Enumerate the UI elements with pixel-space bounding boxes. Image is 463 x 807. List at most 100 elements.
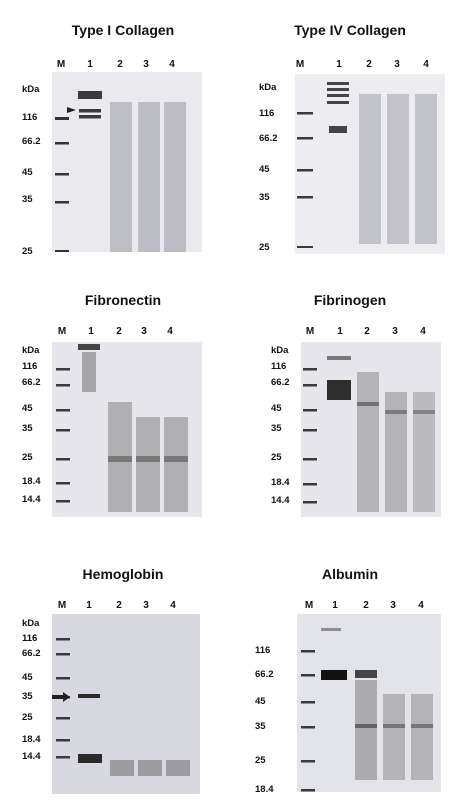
marker-label-18-4: 18.4 [271, 477, 290, 488]
marker-label-66-2: 66.2 [22, 648, 41, 659]
lane-label-1: 1 [88, 326, 94, 337]
kda-label: kDa [22, 618, 40, 629]
marker-label-25: 25 [255, 755, 266, 766]
marker-label-25: 25 [259, 242, 270, 253]
panel-fibronectin: Fibronectin M 1 2 3 4 kDa 116 66.2 45 35… [18, 288, 228, 528]
lane-m-bands [301, 650, 315, 792]
arrowhead-icon [67, 107, 76, 113]
lanes-2-4-bands [108, 402, 188, 512]
marker-label-45: 45 [255, 696, 266, 707]
marker-label-66-2: 66.2 [255, 669, 274, 680]
marker-label-25: 25 [271, 452, 282, 463]
marker-label-45: 45 [22, 672, 33, 683]
marker-label-116: 116 [259, 108, 275, 119]
lane-label-m: M [57, 600, 67, 611]
marker-label-14-4: 14.4 [22, 751, 41, 762]
gel-image [297, 614, 441, 792]
lane-label-2: 2 [363, 600, 369, 611]
panel-fibrinogen: Fibrinogen M 1 2 3 4 kDa 116 66.2 45 35 … [245, 288, 455, 528]
marker-label-35: 35 [22, 423, 33, 434]
marker-label-66-2: 66.2 [259, 133, 278, 144]
marker-label-18-4: 18.4 [22, 476, 41, 487]
lane-label-m: M [57, 326, 67, 337]
marker-label-35: 35 [22, 691, 33, 702]
lane-label-2: 2 [117, 59, 123, 70]
kda-label: kDa [22, 345, 40, 356]
lanes-2-4-bands [110, 760, 190, 776]
kda-label: kDa [271, 345, 289, 356]
lane-label-m: M [56, 59, 66, 70]
lane-1-bands [78, 91, 102, 119]
lane-label-3: 3 [143, 600, 149, 611]
lane-label-4: 4 [169, 59, 175, 70]
gel-background [52, 342, 202, 517]
lane-m-bands [56, 368, 70, 503]
lane-label-4: 4 [423, 59, 429, 70]
marker-label-45: 45 [22, 403, 33, 414]
lane-1-bands [327, 356, 351, 400]
lane-label-4: 4 [420, 326, 426, 337]
marker-label-25: 25 [22, 246, 33, 257]
lane-1-bands [78, 344, 100, 392]
lanes-2-4-bands [355, 670, 433, 780]
gel-background [301, 342, 441, 517]
lane-label-3: 3 [394, 59, 400, 70]
kda-label: kDa [22, 84, 40, 95]
panel-title: Fibrinogen [313, 292, 387, 308]
lane-m-bands [55, 117, 69, 252]
gel-image [52, 342, 202, 517]
marker-label-116: 116 [255, 645, 271, 656]
lane-m-bands [297, 112, 313, 248]
panel-title: Albumin [322, 566, 378, 582]
lane-label-2: 2 [366, 59, 372, 70]
panel-title: Hemoglobin [82, 566, 164, 582]
lane-1-bands [327, 82, 349, 133]
marker-label-66-2: 66.2 [22, 136, 41, 147]
marker-label-45: 45 [259, 164, 270, 175]
marker-label-25: 25 [22, 452, 33, 463]
marker-label-116: 116 [271, 361, 287, 372]
gel-image [52, 72, 202, 252]
panel-type-i-collagen: Type I Collagen M 1 2 3 4 kDa 116 66.2 4… [18, 18, 228, 268]
lane-label-3: 3 [141, 326, 147, 337]
marker-label-35: 35 [271, 423, 282, 434]
lanes-2-4-smears [359, 94, 437, 244]
lane-label-2: 2 [116, 600, 122, 611]
gel-image [52, 614, 200, 794]
panel-hemoglobin: Hemoglobin M 1 2 3 4 kDa 116 66.2 45 35 … [18, 562, 228, 807]
lanes-2-4-smears [110, 102, 186, 252]
marker-label-18-4: 18.4 [22, 734, 41, 745]
lane-1-bands [78, 694, 102, 763]
marker-label-25: 25 [22, 712, 33, 723]
lane-label-m: M [304, 600, 314, 611]
lane-label-4: 4 [167, 326, 173, 337]
marker-label-35: 35 [255, 721, 266, 732]
lane-label-1: 1 [332, 600, 338, 611]
kda-label: kDa [259, 82, 277, 93]
lanes-2-4-bands [357, 372, 435, 512]
lane-label-2: 2 [116, 326, 122, 337]
lane-label-4: 4 [418, 600, 424, 611]
marker-label-116: 116 [22, 112, 38, 123]
panel-title: Type I Collagen [71, 22, 175, 38]
marker-label-66-2: 66.2 [22, 377, 41, 388]
lane-label-1: 1 [337, 326, 343, 337]
lane-m-bands [303, 368, 317, 504]
marker-label-35: 35 [259, 192, 270, 203]
marker-label-14-4: 14.4 [271, 495, 290, 506]
marker-label-45: 45 [22, 167, 33, 178]
lane-label-m: M [305, 326, 315, 337]
arrow-icon [52, 692, 70, 702]
panel-albumin: Albumin M 1 2 3 4 116 66.2 45 35 25 18.4 [245, 562, 455, 807]
lane-label-3: 3 [390, 600, 396, 611]
gel-image [301, 342, 441, 517]
panel-type-iv-collagen: Type IV Collagen M 1 2 3 4 kDa 116 66.2 … [245, 18, 455, 268]
gel-background [52, 614, 200, 794]
lane-label-1: 1 [336, 59, 342, 70]
marker-label-14-4: 14.4 [22, 494, 41, 505]
lane-label-2: 2 [364, 326, 370, 337]
lane-label-3: 3 [143, 59, 149, 70]
lane-label-1: 1 [86, 600, 92, 611]
marker-label-18-4: 18.4 [255, 784, 274, 795]
panel-title: Type IV Collagen [294, 22, 406, 38]
